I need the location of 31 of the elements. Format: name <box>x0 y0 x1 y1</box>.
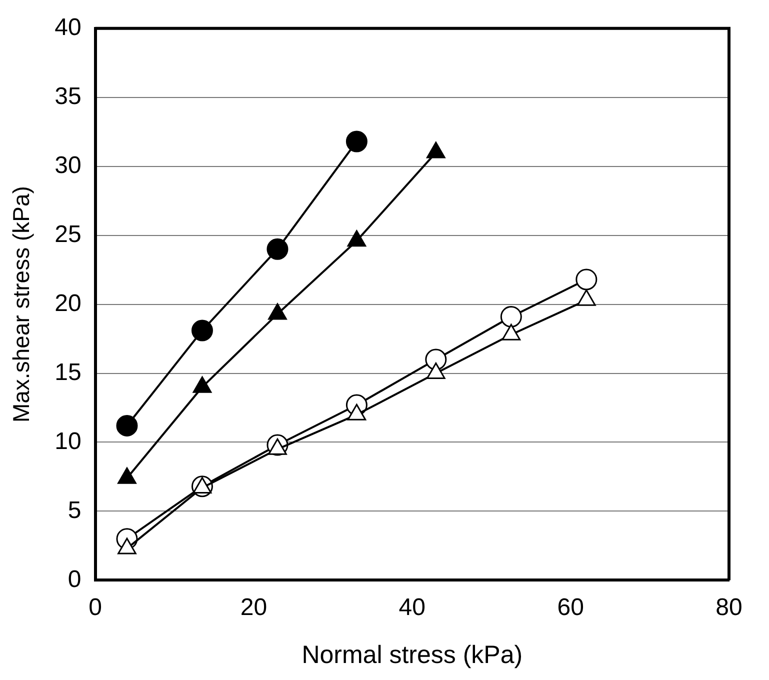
point <box>268 303 287 320</box>
y-tick-label: 0 <box>68 566 82 593</box>
point <box>577 289 596 306</box>
point <box>347 404 366 420</box>
x-axis-title: Normal stress (kPa) <box>302 640 523 669</box>
point <box>118 538 136 554</box>
point <box>118 467 136 484</box>
y-tick-label: 25 <box>54 220 82 248</box>
point <box>500 306 522 328</box>
x-tick-label: 80 <box>716 594 742 622</box>
x-tick-label: 0 <box>88 594 102 622</box>
point <box>426 362 446 380</box>
y-tick-label: 40 <box>54 14 82 42</box>
point <box>266 238 288 260</box>
x-tick-label: 20 <box>240 594 268 622</box>
point <box>192 477 212 494</box>
point <box>268 438 287 455</box>
point <box>192 376 212 393</box>
y-tick-label: 30 <box>54 152 82 179</box>
y-tick-label: 35 <box>54 83 82 110</box>
y-axis-title: Max.shear stress (kPa) <box>8 186 34 423</box>
point <box>576 268 598 290</box>
y-tick-label: 20 <box>54 290 82 317</box>
x-tick-label: 60 <box>557 594 584 622</box>
point <box>347 230 366 247</box>
y-tick-label: 15 <box>54 358 82 386</box>
point <box>502 324 521 340</box>
y-tick-label: 5 <box>68 496 82 524</box>
point <box>346 130 368 152</box>
x-tick-label: 40 <box>398 594 426 622</box>
y-tick-label: 10 <box>54 428 82 455</box>
